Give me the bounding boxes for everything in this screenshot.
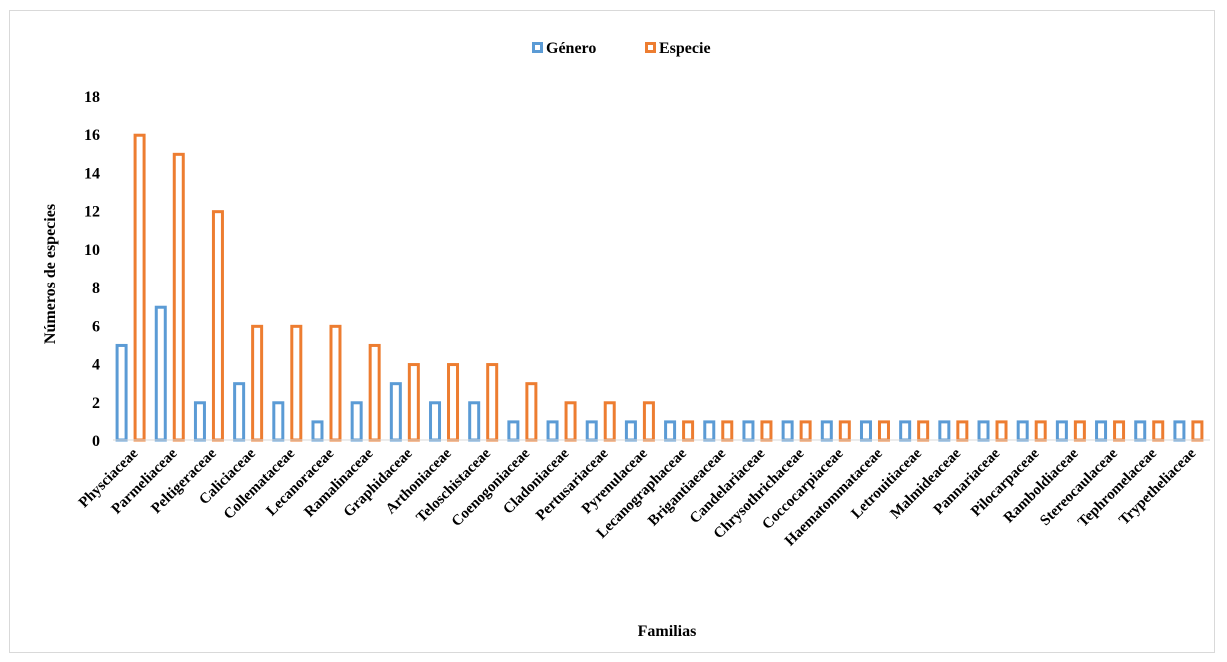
bar-especie-graphidaceae	[407, 363, 420, 442]
bar-genero-coccocarpiaceae	[820, 420, 833, 442]
x-tick-label: Ramalinaceae	[302, 445, 377, 520]
bar-genero-pilocarpaceae	[1016, 420, 1029, 442]
bar-genero-brigantiaeaceae	[703, 420, 716, 442]
bar-especie-pannariaceae	[995, 420, 1008, 442]
bar-especie-teloschistaceae	[486, 363, 499, 442]
bar-especie-caliciaceae	[251, 324, 264, 442]
bar-genero-stereocaulaceae	[1095, 420, 1108, 442]
y-axis-ticks: 0 2 4 6 8 10 12 14 16 18	[84, 89, 100, 450]
bar-genero-candelariaceae	[742, 420, 755, 442]
bar-especie-pertusariaceae	[603, 401, 616, 442]
x-tick-label: Pilocarpaceae	[968, 445, 1043, 520]
chart-frame: Género Especie 0 2 4 6 8 10 12 14 16 18 Physciacea…	[9, 10, 1215, 653]
bar-genero-tephromelaceae	[1134, 420, 1147, 442]
bar-especie-cladoniaceae	[564, 401, 577, 442]
x-axis-title: Familias	[638, 623, 697, 640]
bar-especie-physciaceae	[133, 133, 146, 442]
y-tick-label: 8	[92, 280, 100, 297]
bar-especie-stereocaulaceae	[1113, 420, 1126, 442]
bar-genero-lecanoraceae	[311, 420, 324, 442]
bar-genero-graphidaceae	[389, 382, 402, 442]
bar-especie-parmeliaceae	[172, 152, 185, 442]
bar-genero-coenogoniaceae	[507, 420, 520, 442]
legend-label-genero: Género	[546, 40, 596, 57]
bar-chart: Género Especie 0 2 4 6 8 10 12 14 16 18 Physciacea…	[42, 40, 1210, 640]
bar-genero-collemataceae	[272, 401, 285, 442]
bar-genero-malmideaceae	[938, 420, 951, 442]
legend-swatch-especie	[645, 42, 656, 53]
bar-genero-chrysothrichaceae	[781, 420, 794, 442]
bar-genero-arthoniaceae	[429, 401, 442, 442]
bar-especie-ramalinaceae	[368, 343, 381, 442]
bar-genero-pertusariaceae	[585, 420, 598, 442]
bar-especie-arthoniaceae	[447, 363, 460, 442]
legend-label-especie: Especie	[659, 40, 711, 57]
bar-especie-coccocarpiaceae	[838, 420, 851, 442]
y-tick-label: 4	[92, 357, 100, 374]
y-tick-label: 18	[84, 89, 100, 106]
bar-especie-candelariaceae	[760, 420, 773, 442]
bar-genero-physciaceae	[115, 343, 128, 442]
bar-especie-trypetheliaceae	[1191, 420, 1204, 442]
bar-especie-chrysothrichaceae	[799, 420, 812, 442]
bar-especie-ramboldiaceae	[1073, 420, 1086, 442]
bar-genero-ramalinaceae	[350, 401, 363, 442]
bar-genero-teloschistaceae	[468, 401, 481, 442]
bar-especie-lecanoraceae	[329, 324, 342, 442]
bar-genero-pannariaceae	[977, 420, 990, 442]
bar-especie-brigantiaeaceae	[721, 420, 734, 442]
y-axis-title: Números de especies	[42, 204, 59, 344]
x-axis-ticks: PhysciaceaeParmeliaceaePeltigeraceaeCali…	[76, 445, 1200, 549]
bar-genero-caliciaceae	[233, 382, 246, 442]
bar-especie-tephromelaceae	[1152, 420, 1165, 442]
bar-genero-pyrenulaceae	[624, 420, 637, 442]
bar-genero-ramboldiaceae	[1055, 420, 1068, 442]
bar-especie-malmideaceae	[956, 420, 969, 442]
bar-genero-trypetheliaceae	[1173, 420, 1186, 442]
bar-genero-letrouitiaceae	[899, 420, 912, 442]
bars	[115, 133, 1204, 442]
bar-genero-lecanographaceae	[664, 420, 677, 442]
bar-especie-haematommataceae	[877, 420, 890, 442]
legend-swatch-genero	[532, 42, 543, 53]
bar-especie-coenogoniaceae	[525, 382, 538, 442]
bar-especie-pyrenulaceae	[642, 401, 655, 442]
bar-genero-cladoniaceae	[546, 420, 559, 442]
bar-genero-haematommataceae	[859, 420, 872, 442]
y-tick-label: 6	[92, 318, 100, 335]
y-tick-label: 0	[92, 433, 100, 450]
legend: Género Especie	[532, 40, 711, 57]
x-tick-label: Graphidaceae	[341, 445, 416, 520]
y-tick-label: 12	[84, 204, 100, 221]
y-tick-label: 2	[92, 395, 100, 412]
y-tick-label: 10	[84, 242, 100, 259]
bar-especie-letrouitiaceae	[917, 420, 930, 442]
bar-especie-lecanographaceae	[682, 420, 695, 442]
bar-genero-parmeliaceae	[154, 305, 167, 442]
bar-especie-collemataceae	[290, 324, 303, 442]
bar-especie-pilocarpaceae	[1034, 420, 1047, 442]
bar-especie-peltigeraceae	[211, 210, 224, 442]
y-tick-label: 16	[84, 127, 100, 144]
bar-genero-peltigeraceae	[193, 401, 206, 442]
y-tick-label: 14	[84, 165, 100, 182]
